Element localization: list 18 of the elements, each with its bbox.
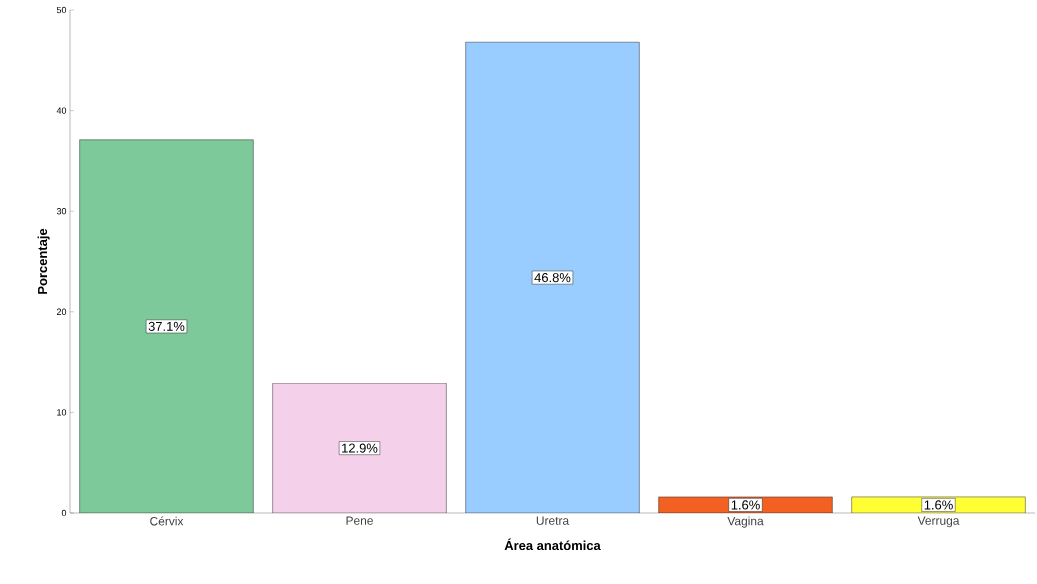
x-tick-label: Uretra <box>536 516 570 525</box>
data-label: 37.1% <box>148 321 185 331</box>
y-tick-label: 0 <box>61 509 67 517</box>
y-tick-label: 10 <box>57 409 67 416</box>
y-tick-label: 40 <box>56 107 67 114</box>
x-tick-label: Pene <box>346 516 373 525</box>
y-axis-title: Porcentaje <box>37 228 50 294</box>
y-tick-label: 30 <box>56 208 67 215</box>
x-axis-title: Área anatómica <box>504 538 601 551</box>
data-label: 12.9% <box>342 443 378 453</box>
x-tick-label: Cérvix <box>150 516 184 526</box>
y-tick-label: 20 <box>56 308 67 315</box>
x-tick-label: Verruga <box>917 516 960 528</box>
x-tick-label: Vagina <box>727 516 764 528</box>
data-label: 46.8% <box>534 273 571 283</box>
data-label: 1.6% <box>924 500 953 510</box>
data-label: 1.6% <box>731 500 760 510</box>
y-tick-label: 50 <box>56 6 67 14</box>
